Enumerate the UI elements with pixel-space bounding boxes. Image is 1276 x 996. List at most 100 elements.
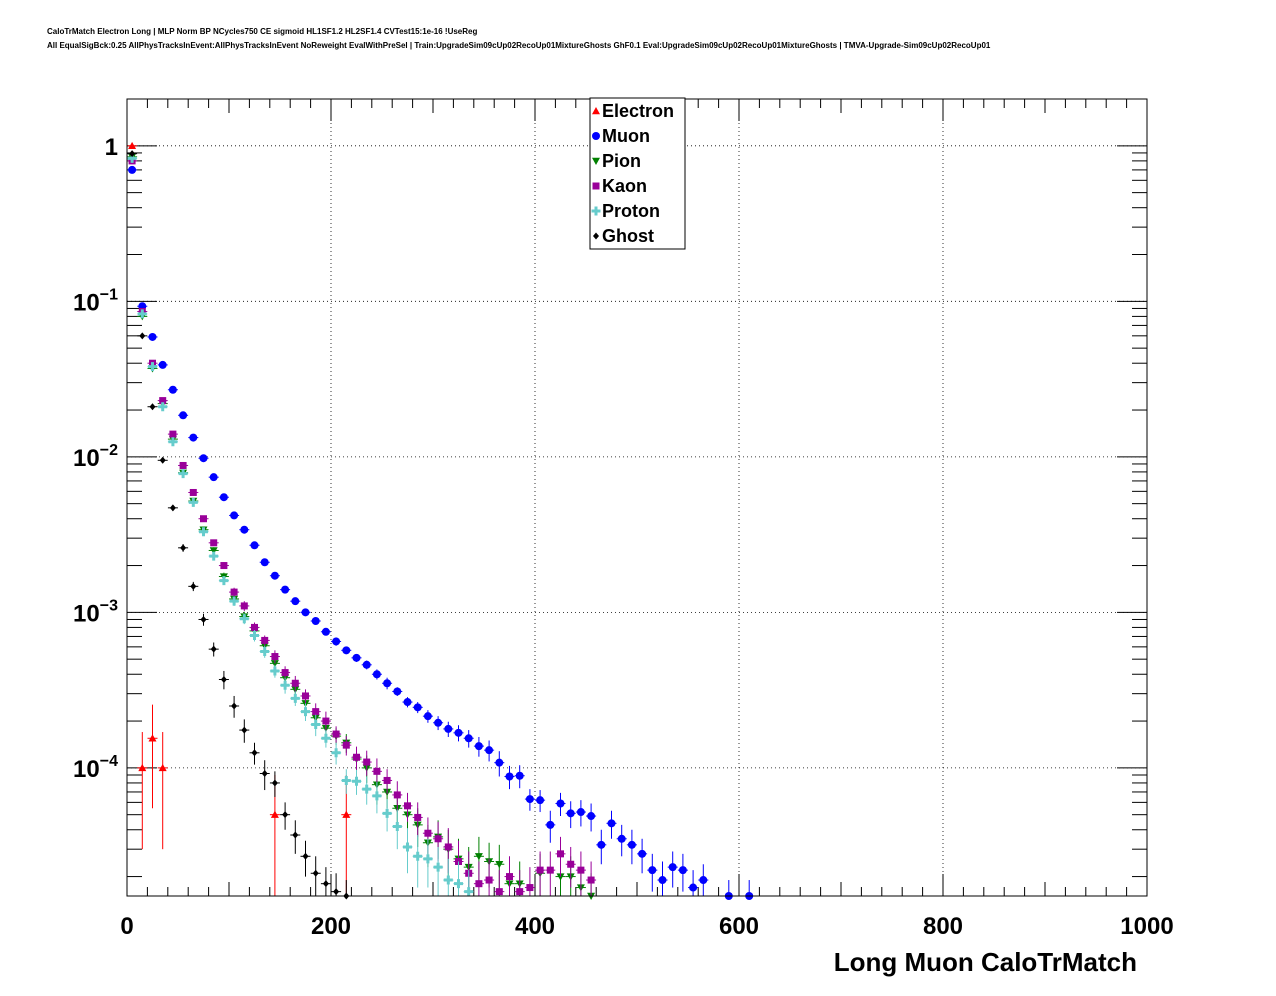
x-tick-label: 1000 — [1120, 913, 1173, 940]
data-point-muon — [310, 616, 321, 625]
marker-kaon — [332, 730, 340, 738]
legend-label-kaon: Kaon — [602, 176, 647, 196]
marker-muon — [250, 541, 259, 550]
marker-proton — [413, 851, 423, 861]
marker-electron — [342, 810, 351, 818]
data-point-kaon — [412, 802, 423, 837]
marker-ghost — [190, 582, 197, 590]
marker-muon — [413, 703, 422, 712]
marker-pion — [474, 853, 483, 861]
marker-proton — [290, 693, 300, 703]
data-point-ghost — [127, 150, 138, 158]
marker-ghost — [241, 726, 248, 734]
data-point-proton — [198, 527, 209, 537]
marker-proton — [454, 879, 463, 889]
marker-muon — [485, 746, 494, 755]
marker-kaon — [281, 669, 289, 677]
marker-kaon — [587, 876, 595, 884]
data-point-muon — [300, 608, 311, 617]
marker-proton — [219, 576, 229, 586]
marker-ghost — [282, 811, 289, 819]
data-point-kaon — [484, 858, 495, 896]
marker-muon — [219, 493, 228, 502]
data-point-muon — [555, 792, 566, 817]
marker-proton — [178, 469, 188, 479]
marker-proton — [250, 630, 259, 640]
marker-kaon — [230, 588, 238, 596]
data-point-kaon — [300, 689, 311, 704]
marker-kaon — [516, 888, 524, 896]
marker-proton — [188, 497, 198, 507]
marker-electron — [128, 141, 137, 150]
data-point-muon — [637, 838, 648, 874]
data-point-kaon — [535, 851, 546, 896]
marker-muon — [566, 809, 575, 818]
marker-muon — [495, 758, 504, 767]
data-point-proton — [331, 742, 342, 765]
data-point-muon — [422, 710, 433, 723]
marker-muon — [515, 771, 524, 780]
marker-proton — [280, 680, 290, 690]
marker-muon — [668, 863, 677, 872]
data-point-proton — [422, 838, 433, 888]
data-point-muon — [280, 585, 291, 594]
marker-pion — [556, 873, 565, 881]
data-point-proton — [269, 664, 280, 678]
data-point-electron — [137, 732, 148, 850]
data-point-electron — [127, 141, 138, 150]
marker-pion — [209, 547, 218, 555]
chart-title-line-1: CaloTrMatch Electron Long | MLP Norm BP … — [47, 27, 478, 36]
legend-label-ghost: Ghost — [602, 226, 654, 246]
data-point-muon — [647, 853, 658, 892]
marker-ghost — [149, 403, 156, 411]
y-tick-label: 10−1 — [73, 286, 118, 316]
data-point-ghost — [290, 820, 301, 854]
data-point-ghost — [147, 403, 158, 411]
data-point-muon — [657, 861, 668, 896]
marker-proton — [137, 309, 147, 319]
data-point-muon — [484, 740, 495, 762]
data-point-muon — [361, 660, 372, 670]
legend-marker-electron — [592, 107, 600, 115]
data-point-muon — [198, 454, 209, 463]
x-tick-label: 600 — [719, 913, 759, 940]
data-point-proton — [361, 776, 372, 805]
legend-item-ghost: Ghost — [593, 226, 654, 246]
y-tick-label: 10−3 — [73, 597, 118, 627]
marker-muon — [525, 795, 534, 804]
data-point-kaon — [514, 870, 525, 896]
data-point-proton — [229, 596, 240, 606]
marker-proton — [168, 437, 178, 447]
data-point-kaon — [157, 397, 168, 405]
legend: Electron Muon Pion Kaon Proton Ghost — [589, 97, 686, 250]
data-point-muon — [463, 730, 474, 748]
marker-ghost — [322, 880, 329, 888]
marker-ghost — [200, 615, 207, 623]
data-point-kaon — [188, 488, 199, 496]
data-point-ghost — [280, 802, 291, 830]
marker-kaon — [291, 679, 299, 687]
data-point-kaon — [208, 539, 219, 547]
data-point-ghost — [269, 771, 280, 797]
marker-ghost — [251, 749, 258, 757]
marker-muon — [607, 819, 616, 828]
marker-proton — [464, 887, 474, 897]
marker-kaon — [546, 866, 554, 874]
marker-kaon — [485, 876, 493, 884]
series-kaon — [127, 157, 597, 896]
marker-muon — [332, 637, 341, 646]
data-point-proton — [300, 703, 311, 722]
marker-muon — [372, 670, 381, 679]
data-point-proton — [290, 691, 301, 706]
marker-kaon — [200, 515, 207, 523]
data-point-kaon — [320, 711, 331, 733]
data-point-muon — [402, 697, 413, 708]
marker-kaon — [414, 813, 422, 821]
marker-ghost — [271, 779, 278, 787]
marker-muon — [444, 724, 453, 733]
data-point-kaon — [351, 746, 362, 770]
data-point-proton — [188, 497, 199, 507]
data-point-muon — [667, 851, 678, 888]
data-point-kaon — [586, 861, 597, 896]
legend-item-pion: Pion — [592, 151, 641, 171]
